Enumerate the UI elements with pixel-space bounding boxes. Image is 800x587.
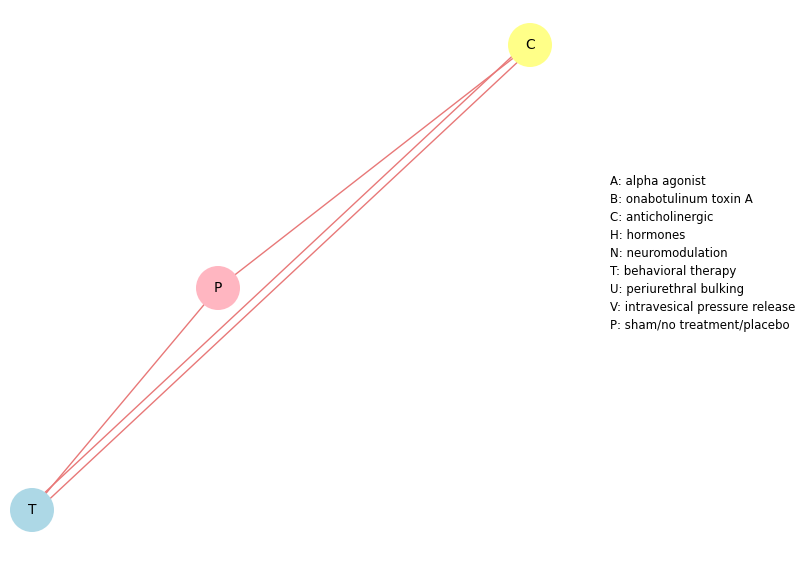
Text: U: periurethral bulking: U: periurethral bulking bbox=[610, 283, 744, 296]
Text: A: alpha agonist: A: alpha agonist bbox=[610, 175, 706, 188]
Text: C: C bbox=[525, 38, 535, 52]
Circle shape bbox=[196, 266, 240, 310]
Text: H: hormones: H: hormones bbox=[610, 229, 686, 242]
Text: C: anticholinergic: C: anticholinergic bbox=[610, 211, 714, 224]
Circle shape bbox=[10, 488, 54, 532]
Text: V: intravesical pressure release: V: intravesical pressure release bbox=[610, 301, 795, 314]
Text: T: T bbox=[28, 503, 36, 517]
Circle shape bbox=[508, 23, 552, 67]
Text: P: sham/no treatment/placebo: P: sham/no treatment/placebo bbox=[610, 319, 790, 332]
Text: B: onabotulinum toxin A: B: onabotulinum toxin A bbox=[610, 193, 753, 206]
Text: N: neuromodulation: N: neuromodulation bbox=[610, 247, 728, 260]
Text: T: behavioral therapy: T: behavioral therapy bbox=[610, 265, 736, 278]
Text: P: P bbox=[214, 281, 222, 295]
